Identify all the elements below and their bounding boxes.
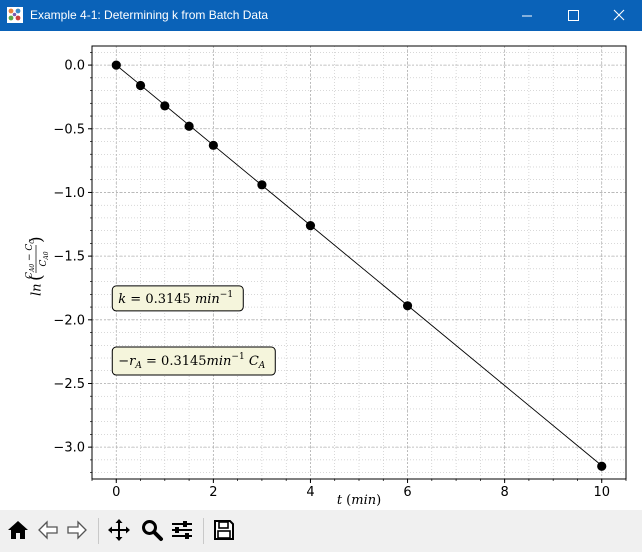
close-icon <box>613 9 625 21</box>
zoom-button[interactable] <box>139 515 165 545</box>
y-tick-label: −1.0 <box>53 186 85 201</box>
y-axis-label-ln: ln <box>30 283 45 296</box>
data-point <box>160 101 170 111</box>
y-tick-label: 0.0 <box>64 59 85 74</box>
data-point <box>305 220 316 231</box>
y-tick-label: −1.5 <box>53 250 85 265</box>
toolbar-separator <box>203 518 204 544</box>
data-point <box>208 140 218 150</box>
toolbar-separator <box>98 518 99 544</box>
fit-line <box>115 64 603 466</box>
pan-button[interactable] <box>106 515 132 545</box>
x-tick-label: 2 <box>209 485 217 500</box>
x-tick-label: 0 <box>112 485 120 500</box>
y-axis-label-denominator: CA0 <box>39 251 50 266</box>
annotation-box-k <box>111 285 244 312</box>
data-point <box>184 121 194 131</box>
home-icon <box>8 521 28 539</box>
configure-subplots-button[interactable] <box>169 515 195 545</box>
line-chart[interactable]: 0 2 4 6 8 10 0.0 −0.5 −1.0 −1.5 −2.0 −2.5 −3.0 t (min… <box>0 31 642 510</box>
y-axis-label-numerator: CA0 − CC <box>25 239 36 279</box>
pan-icon <box>108 519 130 541</box>
y-tick-label: −0.5 <box>53 122 85 137</box>
maximize-button[interactable] <box>550 0 596 31</box>
data-point <box>257 180 267 190</box>
minimize-icon <box>522 15 532 17</box>
configure-subplots-icon <box>172 521 192 539</box>
annotation-rate: −rA = 0.3145min−1 CA <box>118 352 266 371</box>
navigation-toolbar <box>0 510 642 552</box>
y-axis-label-paren: ) <box>27 236 47 243</box>
data-point <box>402 301 413 311</box>
x-tick-label: 4 <box>306 485 314 500</box>
maximize-icon <box>568 10 579 21</box>
back-arrow-icon <box>38 520 58 540</box>
home-button[interactable] <box>5 515 31 545</box>
figure-canvas[interactable]: 0 2 4 6 8 10 0.0 −0.5 −1.0 −1.5 −2.0 −2.5 −3.0 t (min… <box>0 31 642 510</box>
back-button[interactable] <box>35 515 61 545</box>
annotation-box-rate <box>111 346 276 376</box>
y-tick-label: −3.0 <box>53 441 85 456</box>
close-button[interactable] <box>596 0 642 31</box>
save-icon <box>214 520 234 540</box>
save-button[interactable] <box>211 515 237 545</box>
forward-arrow-icon <box>67 520 87 540</box>
window-titlebar: Example 4-1: Determining k from Batch Da… <box>0 0 642 31</box>
y-axis-label-paren: ( <box>27 274 47 281</box>
data-point <box>597 461 607 471</box>
data-point <box>111 60 121 70</box>
forward-button[interactable] <box>64 515 90 545</box>
x-axis-label: t (min) <box>337 493 381 508</box>
matplotlib-figure-icon <box>7 7 23 23</box>
x-tick-label: 10 <box>593 485 610 500</box>
annotation-k: k = 0.3145 min−1 <box>118 290 233 307</box>
window-title: Example 4-1: Determining k from Batch Da… <box>30 8 269 22</box>
y-tick-label: −2.5 <box>53 377 85 392</box>
minimize-button[interactable] <box>504 0 550 31</box>
data-point <box>135 80 146 91</box>
y-tick-label: −2.0 <box>53 313 85 328</box>
x-tick-label: 8 <box>500 485 508 500</box>
zoom-icon <box>142 520 163 541</box>
x-tick-label: 6 <box>403 485 411 500</box>
